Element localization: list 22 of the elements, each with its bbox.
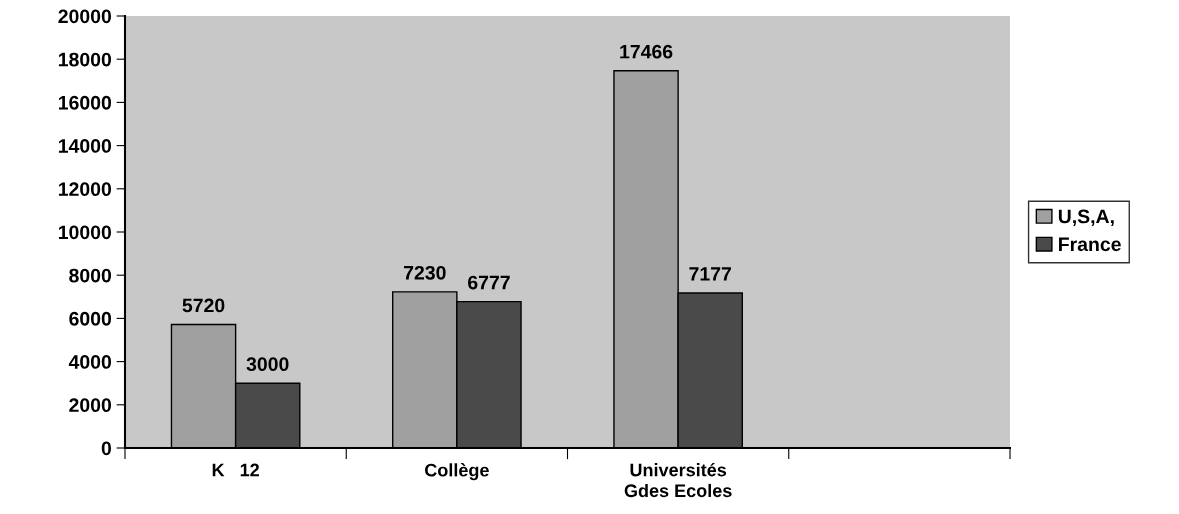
- data-label: 17466: [620, 44, 673, 59]
- data-label: 7230: [404, 265, 446, 280]
- y-tick-label: 0: [101, 441, 112, 456]
- x-tick-label: K 12: [212, 463, 259, 477]
- data-label: 5720: [182, 298, 225, 313]
- legend-label: France: [1059, 237, 1121, 252]
- y-tick-label: 8000: [69, 268, 112, 283]
- data-label: 7177: [689, 267, 731, 281]
- y-tick-label: 20000: [58, 9, 112, 24]
- y-tick-label: 18000: [58, 52, 112, 67]
- y-tick-label: 2000: [69, 398, 112, 413]
- y-tick-label: 14000: [58, 139, 112, 153]
- y-tick-label: 6000: [69, 311, 112, 326]
- data-label: 6777: [468, 275, 510, 290]
- x-tick-label: Universités Gdes Ecoles: [624, 462, 732, 498]
- y-tick-label: 10000: [58, 225, 112, 240]
- y-tick-label: 12000: [58, 182, 112, 197]
- data-label: 3000: [246, 357, 289, 372]
- y-tick-label: 16000: [58, 95, 112, 110]
- y-tick-label: 4000: [68, 355, 112, 369]
- legend-label: U,S,A,: [1058, 209, 1114, 227]
- x-tick-label: Collège: [425, 463, 489, 481]
